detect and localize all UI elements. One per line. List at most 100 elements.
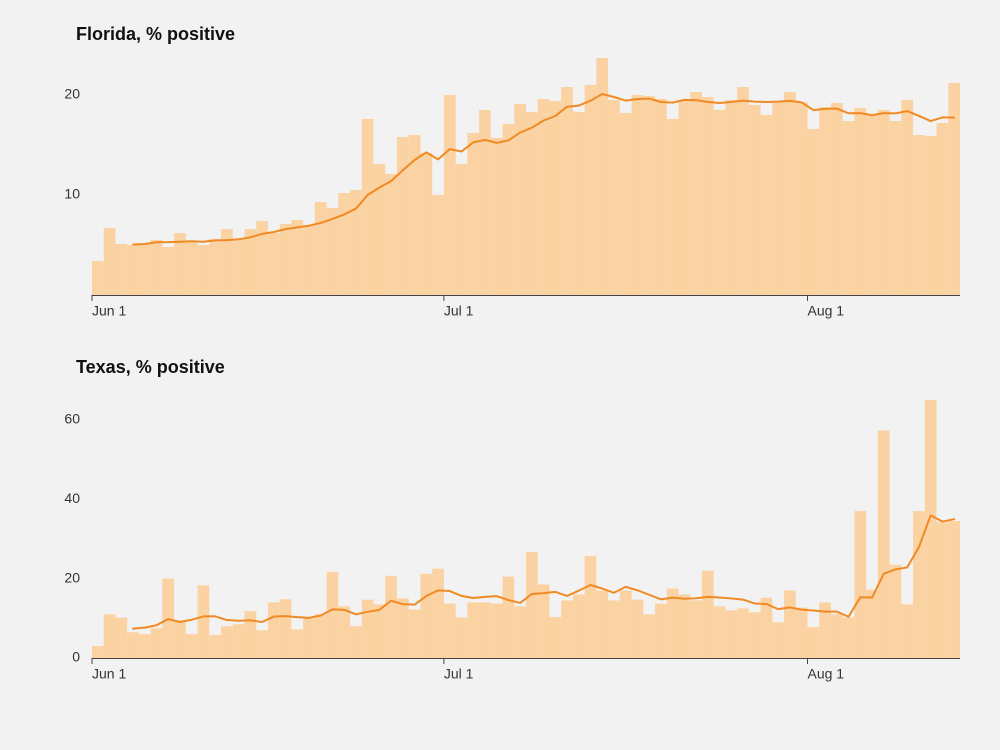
bar (725, 100, 737, 295)
bar (479, 602, 491, 658)
bar (92, 261, 104, 295)
bar (244, 611, 256, 658)
bar (139, 244, 151, 295)
bar (315, 614, 327, 658)
bar (374, 604, 386, 658)
bar (420, 574, 432, 658)
bar (104, 614, 116, 658)
bar (843, 121, 855, 295)
bar (596, 591, 608, 659)
bar (667, 119, 679, 295)
y-tick-label: 0 (72, 649, 80, 665)
bar (819, 107, 831, 295)
bar (256, 630, 268, 658)
x-tick-label: Jul 1 (444, 302, 474, 318)
x-tick-label: Aug 1 (808, 665, 845, 681)
bar (561, 87, 573, 295)
panel-texas: Texas, % positive 0204060Jun 1Jul 1Aug 1 (32, 357, 968, 686)
bar (690, 600, 702, 658)
bar (268, 602, 280, 658)
bar (632, 95, 644, 295)
x-tick-label: Aug 1 (808, 302, 845, 318)
y-tick-label: 20 (64, 569, 80, 585)
bar (198, 245, 210, 295)
bar (655, 99, 667, 295)
bar (432, 195, 444, 295)
chart-title-texas: Texas, % positive (76, 357, 968, 378)
bar (503, 577, 515, 658)
bar (655, 604, 667, 658)
bar (268, 233, 280, 295)
bar (913, 135, 925, 295)
panel-florida: Florida, % positive 10 20 Jun 1 Jul 1 Aug 1 (32, 24, 968, 323)
bar (725, 610, 737, 658)
bar (737, 87, 749, 295)
bar (796, 608, 808, 658)
bar (901, 604, 913, 658)
bar (585, 85, 597, 295)
bar (948, 83, 960, 295)
bar (362, 600, 374, 658)
bar (526, 112, 538, 295)
bar (420, 153, 432, 295)
bar (573, 112, 585, 295)
bar (878, 110, 890, 295)
bar (303, 225, 315, 295)
bar (385, 576, 397, 658)
bar (491, 138, 503, 295)
bar (585, 556, 597, 658)
bar (362, 119, 374, 295)
bar (878, 430, 890, 658)
bar (538, 585, 550, 658)
bar (620, 113, 632, 295)
bar (808, 627, 820, 658)
y-tick-label: 60 (64, 410, 80, 426)
bar (467, 602, 479, 658)
bar (772, 101, 784, 295)
bar (479, 110, 491, 295)
bar (714, 110, 726, 295)
bar (291, 629, 303, 658)
y-tick-label: 10 (64, 186, 80, 202)
bar (280, 599, 292, 658)
bar (643, 614, 655, 658)
bar (350, 626, 362, 658)
bar (749, 105, 761, 295)
chart-texas: 0204060Jun 1Jul 1Aug 1 (32, 384, 968, 686)
bar (151, 628, 163, 658)
bar (432, 569, 444, 658)
bar (772, 622, 784, 658)
bar (866, 590, 878, 658)
bar (514, 606, 526, 658)
chart-title-florida: Florida, % positive (76, 24, 968, 45)
bar (209, 635, 221, 658)
bar (444, 604, 456, 658)
bar (890, 121, 902, 295)
bar (702, 571, 714, 658)
bar (843, 618, 855, 659)
bar (678, 594, 690, 658)
bar (127, 245, 139, 295)
bar (374, 164, 386, 295)
bar (444, 95, 456, 295)
bar (643, 96, 655, 295)
bar (127, 632, 139, 658)
bar (925, 136, 937, 295)
bar (831, 103, 843, 295)
y-tick-label: 40 (64, 490, 80, 506)
x-tick-label: Jun 1 (92, 302, 126, 318)
bar (186, 634, 198, 658)
bar (784, 591, 796, 659)
bar (233, 239, 245, 295)
bar (350, 190, 362, 295)
bar (338, 606, 350, 658)
bar (831, 614, 843, 658)
bar (761, 115, 773, 295)
bars (92, 58, 960, 295)
bar (702, 97, 714, 295)
bar (291, 220, 303, 295)
chart-florida: 10 20 Jun 1 Jul 1 Aug 1 (32, 51, 968, 323)
y-tick-label: 20 (64, 86, 80, 102)
bar (608, 100, 620, 295)
bar (233, 624, 245, 658)
